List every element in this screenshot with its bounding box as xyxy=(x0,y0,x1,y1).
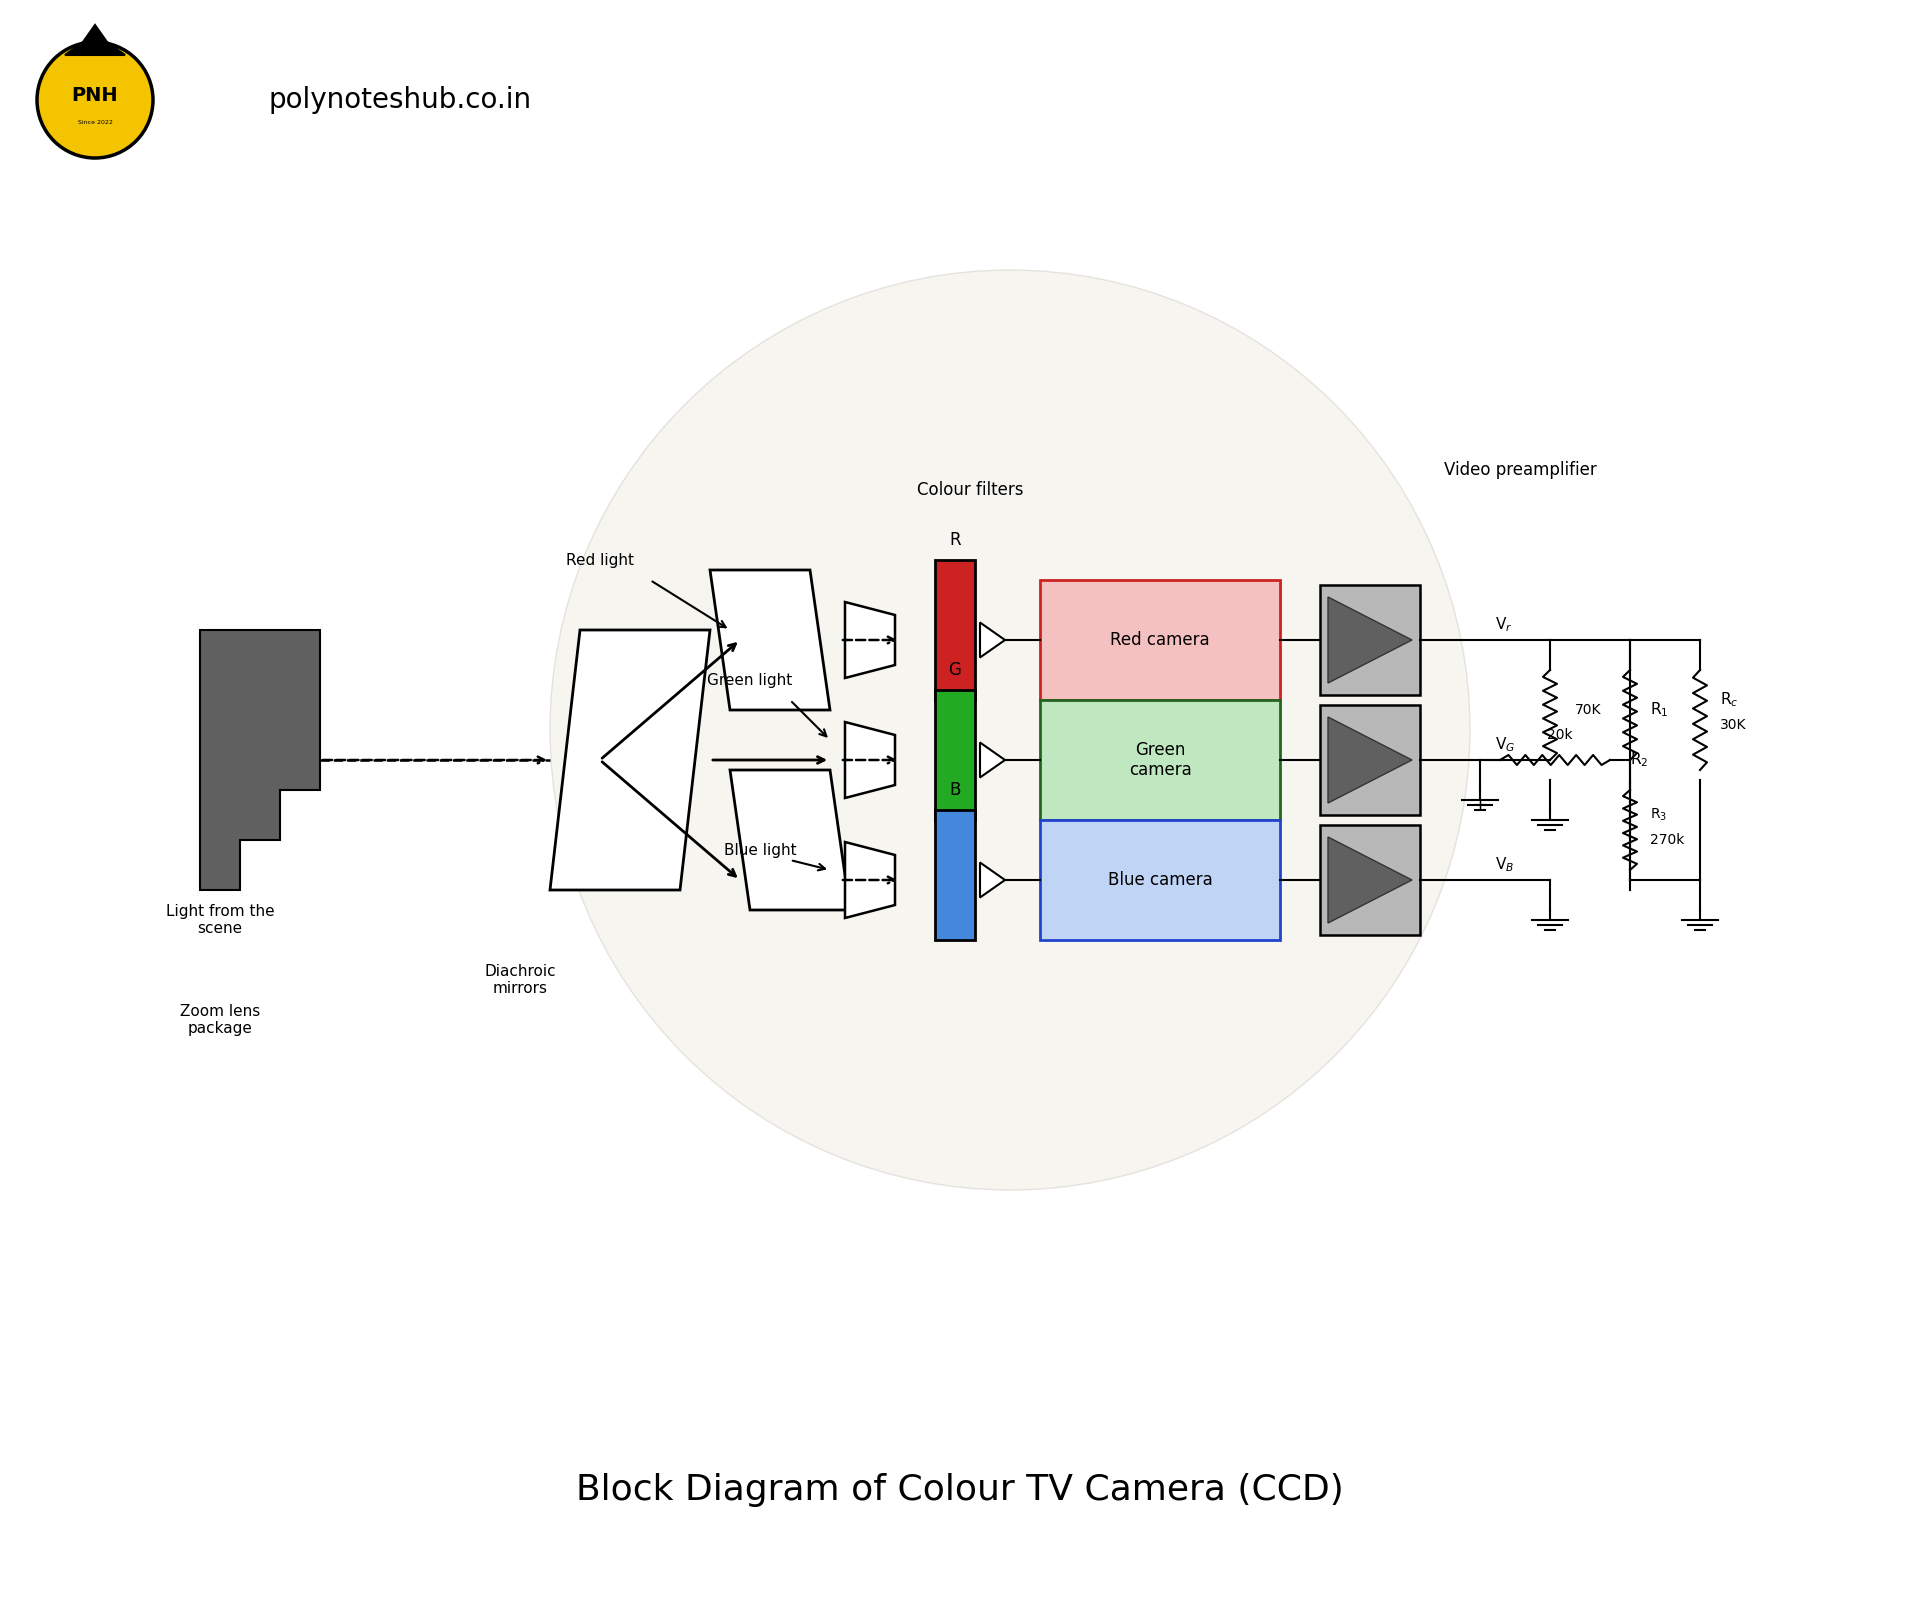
Polygon shape xyxy=(1329,837,1411,923)
Text: Green light: Green light xyxy=(707,673,793,687)
Text: Blue camera: Blue camera xyxy=(1108,871,1212,889)
Polygon shape xyxy=(1329,716,1411,803)
Text: B: B xyxy=(948,781,960,799)
Text: Zoom lens
package: Zoom lens package xyxy=(180,1003,259,1037)
Text: Colour filters: Colour filters xyxy=(916,481,1023,499)
Circle shape xyxy=(549,270,1471,1190)
Bar xyxy=(1321,584,1421,696)
Bar xyxy=(1321,824,1421,935)
Polygon shape xyxy=(710,570,829,710)
Polygon shape xyxy=(1329,597,1411,683)
Text: V$_G$: V$_G$ xyxy=(1496,736,1515,755)
Bar xyxy=(935,810,975,940)
Polygon shape xyxy=(200,630,321,890)
Polygon shape xyxy=(845,602,895,678)
Text: R$_c$: R$_c$ xyxy=(1720,691,1738,710)
Polygon shape xyxy=(845,721,895,799)
Text: polynoteshub.co.in: polynoteshub.co.in xyxy=(269,85,532,114)
Text: V$_r$: V$_r$ xyxy=(1496,615,1513,634)
Polygon shape xyxy=(845,842,895,918)
Bar xyxy=(935,560,975,700)
Bar xyxy=(1321,705,1421,815)
Bar xyxy=(1041,700,1281,819)
Polygon shape xyxy=(65,26,125,55)
Text: 30K: 30K xyxy=(1720,718,1747,733)
Polygon shape xyxy=(979,742,1004,778)
Text: +: + xyxy=(1473,795,1488,815)
Bar xyxy=(1041,580,1281,700)
Text: Since 2022: Since 2022 xyxy=(77,119,113,124)
Text: Blue light: Blue light xyxy=(724,842,797,858)
Polygon shape xyxy=(549,630,710,890)
Polygon shape xyxy=(979,623,1004,657)
Text: R$_3$: R$_3$ xyxy=(1649,807,1667,823)
Text: PNH: PNH xyxy=(71,85,119,105)
Polygon shape xyxy=(730,770,851,910)
Text: 20k: 20k xyxy=(1548,728,1572,742)
Text: Red light: Red light xyxy=(566,552,634,567)
Circle shape xyxy=(36,42,154,158)
Polygon shape xyxy=(979,863,1004,897)
Text: Diachroic
mirrors: Diachroic mirrors xyxy=(484,964,555,997)
Bar xyxy=(1041,819,1281,940)
Text: R$_1$: R$_1$ xyxy=(1649,700,1668,720)
Text: Red camera: Red camera xyxy=(1110,631,1210,649)
Text: V$_B$: V$_B$ xyxy=(1496,855,1515,874)
Text: R$_2$: R$_2$ xyxy=(1630,750,1649,770)
Text: Green
camera: Green camera xyxy=(1129,741,1192,779)
Text: 70K: 70K xyxy=(1574,704,1601,716)
Bar xyxy=(935,691,975,819)
Text: 270k: 270k xyxy=(1649,832,1684,847)
Text: G: G xyxy=(948,662,962,679)
Text: R: R xyxy=(948,531,960,549)
Text: Light from the
scene: Light from the scene xyxy=(165,903,275,935)
Text: Block Diagram of Colour TV Camera (CCD): Block Diagram of Colour TV Camera (CCD) xyxy=(576,1473,1344,1507)
Text: Video preamplifier: Video preamplifier xyxy=(1444,460,1596,480)
